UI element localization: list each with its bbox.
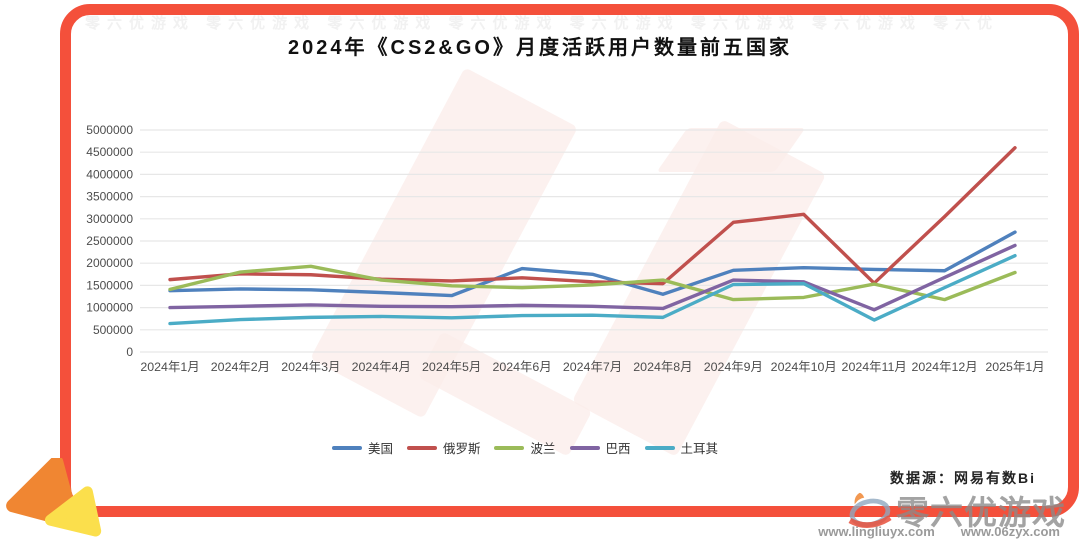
top-watermark-strip: 零六优游戏 零六优游戏 零六优游戏 零六优游戏 零六优游戏 零六优游戏 零六优游… [85,15,995,32]
x-tick-label: 2024年2月 [211,360,270,374]
url-right: www.06zyx.com [960,524,1060,539]
legend-item-brazil[interactable]: 巴西 [569,438,631,457]
legend-label: 俄罗斯 [442,442,481,456]
x-tick-label: 2024年10月 [771,360,837,374]
legend-item-russia[interactable]: 俄罗斯 [406,438,481,457]
x-tick-label: 2025年1月 [985,360,1044,374]
series-line-土耳其 [168,253,1017,326]
chart-legend: 美国 俄罗斯 波兰 巴西 土耳其 [0,438,1050,457]
y-tick-label: 0 [126,345,133,359]
chart-title: 2024年《CS2&GO》月度活跃用户数量前五国家 [288,37,792,59]
series-line-巴西 [168,243,1017,312]
y-tick-label: 4500000 [86,145,133,159]
y-tick-label: 3500000 [86,190,133,204]
series-line-美国 [168,230,1017,298]
x-tick-label: 2024年12月 [912,360,978,374]
x-tick-label: 2024年8月 [633,360,692,374]
x-tick-label: 2024年6月 [492,360,551,374]
legend-item-us[interactable]: 美国 [331,438,393,457]
series-line-波兰 [168,264,1017,302]
url-left: www.lingliuyx.com [818,524,935,539]
legend-label: 美国 [367,442,393,456]
legend-swatch-icon [331,445,362,450]
legend-swatch-icon [494,445,525,450]
y-tick-label: 4000000 [86,167,133,181]
legend-item-poland[interactable]: 波兰 [494,438,556,457]
y-tick-label: 2500000 [86,234,133,248]
x-tick-label: 2024年4月 [352,360,411,374]
y-tick-label: 3000000 [86,212,133,226]
legend-label: 波兰 [530,442,556,456]
y-tick-label: 2000000 [86,256,133,270]
x-tick-label: 2024年1月 [140,360,199,374]
left-arrows-icon [6,458,102,537]
watermark-urls: www.lingliuyx.com www.06zyx.com [818,524,1060,539]
x-tick-label: 2024年11月 [842,360,907,374]
legend-item-turkey[interactable]: 土耳其 [644,438,719,457]
x-tick-label: 2024年7月 [563,360,622,374]
x-tick-label: 2024年3月 [281,360,340,374]
y-tick-label: 500000 [93,323,133,337]
data-source-label: 数据源：网易有数Bi [890,470,1036,486]
legend-swatch-icon [406,445,437,450]
y-tick-label: 1000000 [86,301,133,315]
x-tick-label: 2024年9月 [704,360,763,374]
legend-label: 土耳其 [680,442,719,456]
y-tick-label: 5000000 [86,123,133,137]
legend-swatch-icon [644,445,675,450]
x-tick-label: 2024年5月 [422,360,481,374]
y-tick-label: 1500000 [86,278,133,292]
legend-swatch-icon [569,445,600,450]
legend-label: 巴西 [605,442,631,456]
